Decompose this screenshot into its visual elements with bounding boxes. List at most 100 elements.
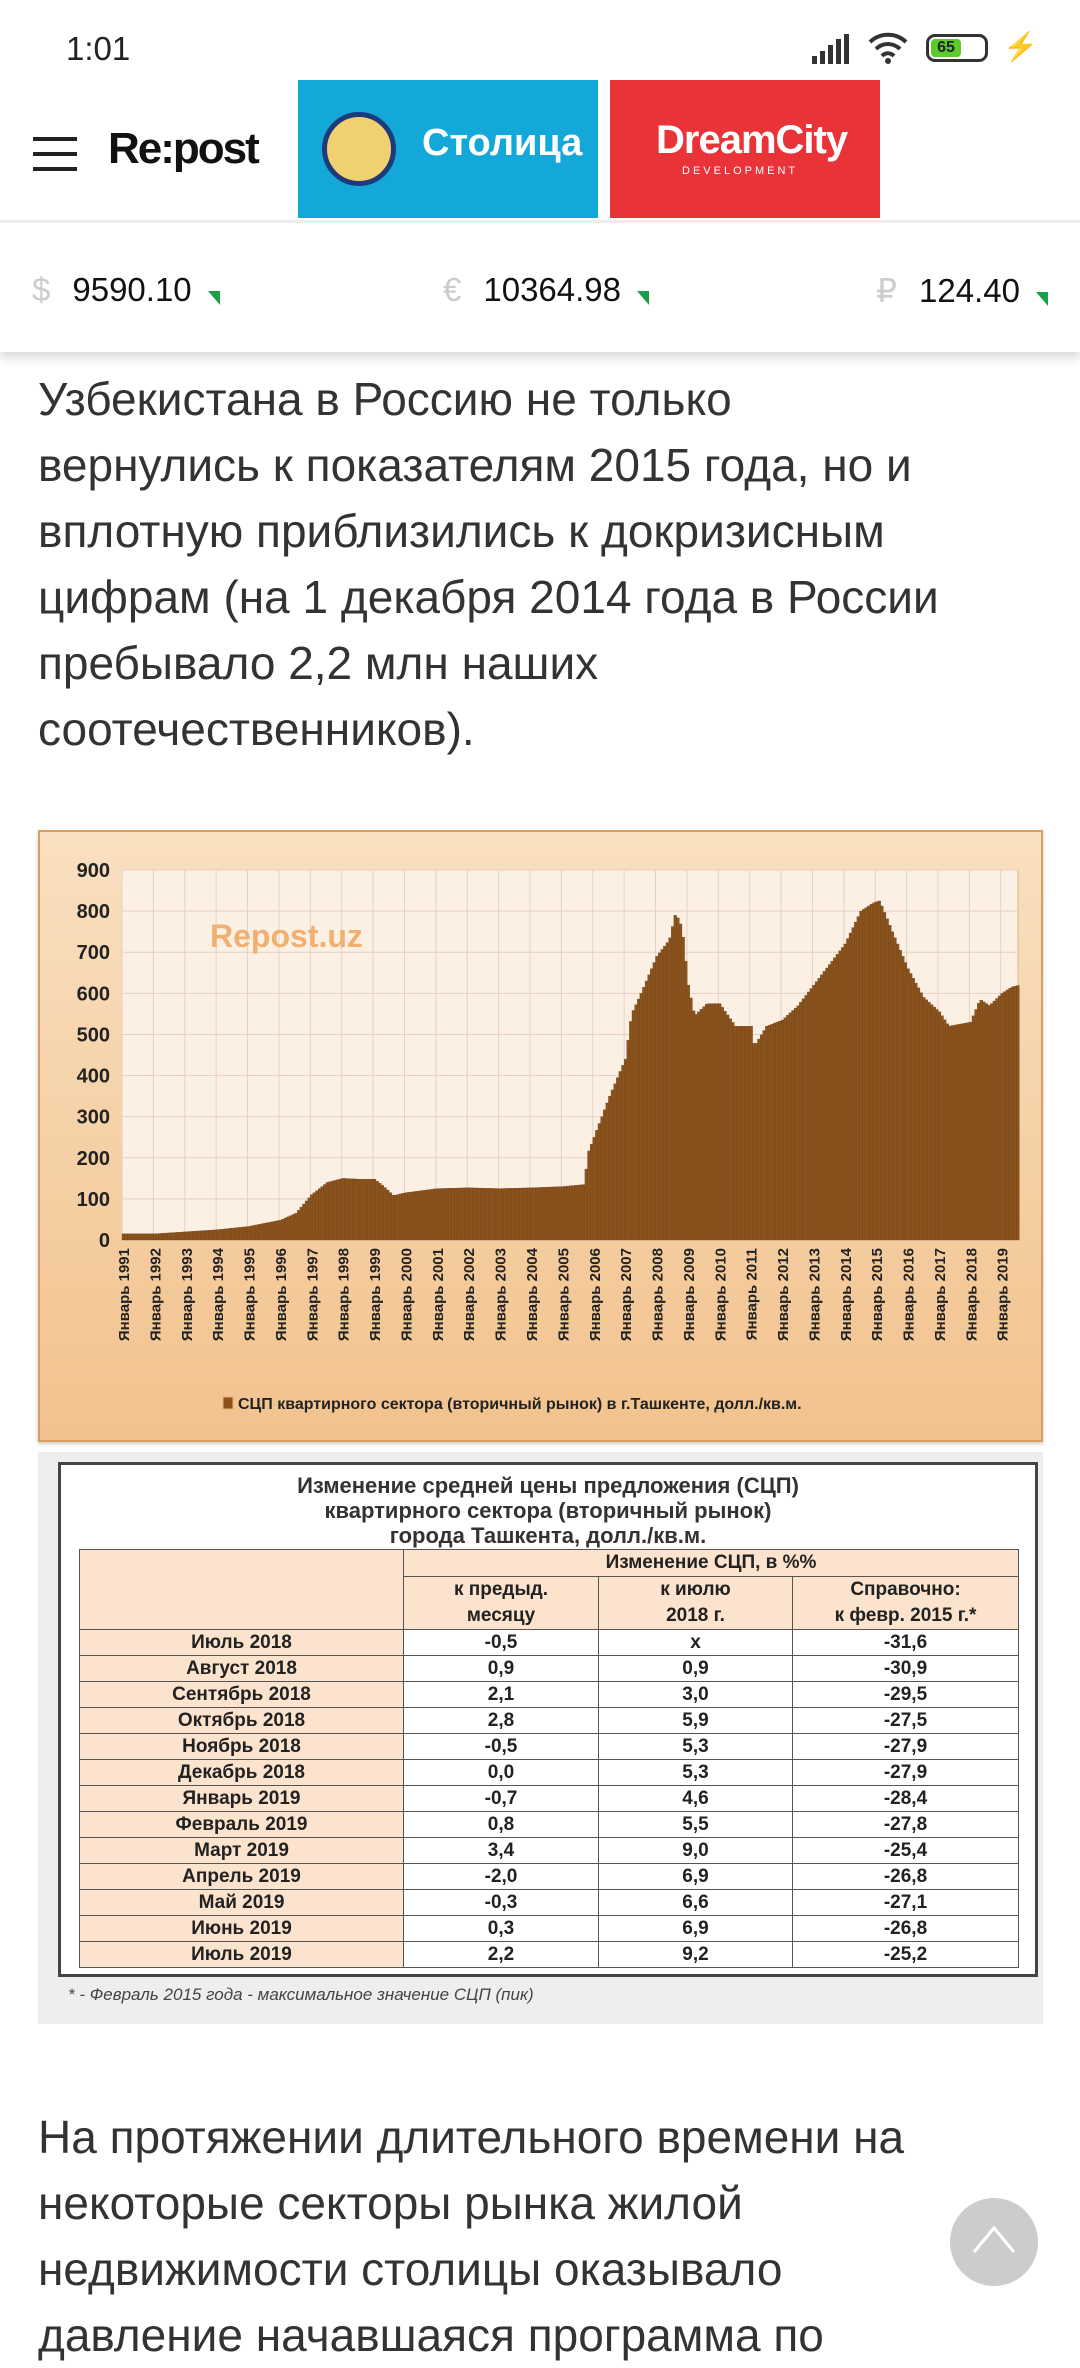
- cell-value: 5,3: [598, 1759, 793, 1786]
- cell-value: -2,0: [403, 1863, 599, 1890]
- cell-value: 5,5: [598, 1811, 793, 1838]
- table-row: Март 2019 3,4 9,0 -25,4: [79, 1837, 1019, 1864]
- title-line: Изменение средней цены предложения (СЦП): [297, 1473, 799, 1498]
- scroll-to-top-button[interactable]: [950, 2198, 1038, 2286]
- text-line: некоторые секторы рынка жилой: [38, 2177, 743, 2229]
- x-tick-label: Январь 1993: [179, 1248, 196, 1341]
- table-row: Январь 2019 -0,7 4,6 -28,4: [79, 1785, 1019, 1812]
- cell-value: х: [598, 1629, 793, 1656]
- x-tick-label: Январь 2007: [618, 1248, 635, 1341]
- x-tick-label: Январь 2015: [869, 1248, 886, 1341]
- x-tick-label: Январь 1991: [116, 1248, 133, 1341]
- x-tick-label: Январь 2008: [650, 1248, 667, 1341]
- column-header: к предыд. месяцу: [403, 1576, 599, 1630]
- repost-logo[interactable]: Re:post: [108, 124, 260, 173]
- y-tick-label: 400: [77, 1066, 110, 1088]
- status-bar: 1:01 65 ⚡: [0, 0, 1080, 80]
- x-tick-label: Январь 2009: [681, 1248, 698, 1341]
- ruble-icon: ₽: [876, 272, 897, 309]
- cell-value: -0,3: [403, 1889, 599, 1916]
- article-paragraph: Узбекистана в Россию не только вернулись…: [38, 366, 1048, 762]
- cell-value: -27,1: [792, 1889, 1019, 1916]
- text-line: давление начавшаяся программа по: [38, 2309, 824, 2361]
- y-tick-label: 700: [77, 942, 110, 964]
- cell-value: -25,2: [792, 1941, 1019, 1968]
- text-line: соотечественников).: [38, 703, 475, 755]
- ad-banner-dreamcity[interactable]: DreamCity DEVELOPMENT: [610, 80, 880, 218]
- cell-value: -25,4: [792, 1837, 1019, 1864]
- row-month: Октябрь 2018: [79, 1707, 404, 1734]
- header-line: к февр. 2015 г.*: [834, 1605, 977, 1626]
- cell-value: -26,8: [792, 1915, 1019, 1942]
- row-month: Декабрь 2018: [79, 1759, 404, 1786]
- table-row: Июль 2019 2,2 9,2 -25,2: [79, 1941, 1019, 1968]
- trend-icon: [207, 291, 220, 305]
- y-tick-label: 600: [77, 983, 110, 1005]
- table-footnote: * - Февраль 2015 года - максимальное зна…: [68, 1985, 534, 2004]
- column-header: к июлю 2018 г.: [598, 1576, 793, 1630]
- rate-eur: €10364.98: [443, 271, 649, 309]
- text-line: пребывало 2,2 млн наших: [38, 637, 599, 689]
- x-tick-label: Январь 2012: [775, 1248, 792, 1341]
- text-line: цифрам (на 1 декабря 2014 года в России: [38, 571, 939, 623]
- x-tick-label: Январь 2000: [398, 1248, 415, 1341]
- x-tick-label: Январь 2004: [524, 1247, 541, 1341]
- clock: 1:01: [66, 30, 131, 67]
- cell-value: -0,5: [403, 1629, 599, 1656]
- row-month: Январь 2019: [79, 1785, 404, 1812]
- table-row: Август 2018 0,9 0,9 -30,9: [79, 1655, 1019, 1682]
- cell-value: 0,3: [403, 1915, 599, 1942]
- rate-rub: ₽124.40: [876, 271, 1048, 310]
- x-tick-label: Январь 2013: [806, 1248, 823, 1341]
- ad-subtitle: DEVELOPMENT: [682, 165, 799, 177]
- charging-icon: ⚡: [1003, 31, 1038, 62]
- cell-value: 0,0: [403, 1759, 599, 1786]
- x-tick-label: Январь 2010: [712, 1248, 729, 1341]
- cell-value: 3,0: [598, 1681, 793, 1708]
- table-row: Июнь 2019 0,3 6,9 -26,8: [79, 1915, 1019, 1942]
- cell-value: -0,5: [403, 1733, 599, 1760]
- cell-value: -27,9: [792, 1733, 1019, 1760]
- x-tick-label: Январь 2017: [932, 1248, 949, 1341]
- legend-swatch: [222, 1396, 234, 1410]
- bar: [1016, 985, 1020, 1241]
- x-tick-label: Январь 2018: [963, 1248, 980, 1341]
- cell-value: 3,4: [403, 1837, 599, 1864]
- row-month: Март 2019: [79, 1837, 404, 1864]
- cell-value: 5,3: [598, 1733, 793, 1760]
- x-tick-label: Январь 2006: [587, 1248, 604, 1341]
- menu-icon[interactable]: [33, 137, 77, 182]
- cell-value: 4,6: [598, 1785, 793, 1812]
- x-tick-label: Январь 1992: [147, 1248, 164, 1341]
- table-title: Изменение средней цены предложения (СЦП)…: [61, 1473, 1035, 1548]
- header-line: к предыд.: [453, 1579, 549, 1600]
- wifi-icon: [868, 32, 908, 64]
- cell-value: 2,1: [403, 1681, 599, 1708]
- y-tick-label: 0: [99, 1230, 110, 1252]
- x-tick-label: Январь 2016: [901, 1248, 918, 1341]
- header-line: 2018 г.: [666, 1605, 725, 1626]
- cell-value: -28,4: [792, 1785, 1019, 1812]
- cell-value: 6,9: [598, 1863, 793, 1890]
- table-row: Февраль 2019 0,8 5,5 -27,8: [79, 1811, 1019, 1838]
- ad-title: Столица: [422, 122, 583, 164]
- chevron-up-icon: [972, 2225, 1016, 2253]
- row-month: Август 2018: [79, 1655, 404, 1682]
- x-tick-label: Январь 1997: [304, 1248, 321, 1341]
- battery-level: 65: [931, 39, 961, 57]
- table-row: Июль 2018 -0,5 х -31,6: [79, 1629, 1019, 1656]
- y-tick-label: 200: [77, 1148, 110, 1170]
- group-header: Изменение СЦП, в %%: [403, 1549, 1019, 1577]
- watermark: Repost.uz: [210, 918, 363, 954]
- y-tick-label: 900: [77, 860, 110, 882]
- euro-icon: €: [443, 271, 462, 308]
- x-tick-label: Январь 2011: [744, 1248, 761, 1340]
- table-row: Май 2019 -0,3 6,6 -27,1: [79, 1889, 1019, 1916]
- x-tick-label: Январь 1998: [336, 1248, 353, 1341]
- x-tick-label: Январь 2001: [430, 1248, 447, 1341]
- text-line: недвижимости столицы оказывало: [38, 2243, 783, 2295]
- battery-icon: 65: [926, 34, 988, 62]
- cell-value: -27,8: [792, 1811, 1019, 1838]
- header-line: Справочно:: [850, 1579, 961, 1600]
- ad-banner-stolitsa[interactable]: Столица: [298, 80, 598, 218]
